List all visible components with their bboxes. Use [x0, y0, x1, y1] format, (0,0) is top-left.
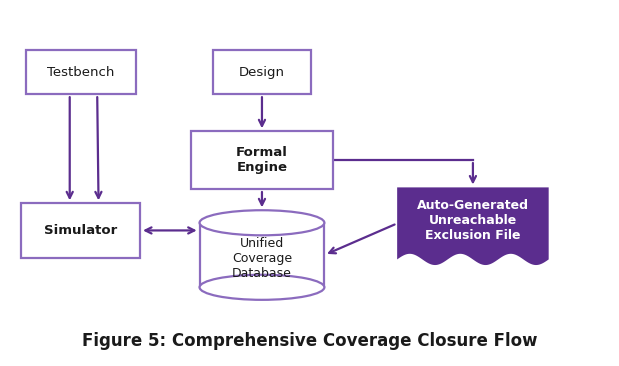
FancyBboxPatch shape [213, 51, 311, 94]
Ellipse shape [199, 210, 324, 235]
FancyBboxPatch shape [26, 51, 136, 94]
PathPatch shape [397, 187, 548, 265]
Text: Auto-Generated
Unreachable
Exclusion File: Auto-Generated Unreachable Exclusion Fil… [417, 199, 529, 242]
Ellipse shape [199, 210, 324, 235]
FancyBboxPatch shape [191, 131, 333, 189]
Text: Design: Design [239, 66, 285, 79]
Text: Unified
Coverage
Database: Unified Coverage Database [232, 237, 292, 280]
Ellipse shape [199, 275, 324, 300]
Text: Formal
Engine: Formal Engine [236, 146, 288, 174]
FancyBboxPatch shape [21, 203, 140, 258]
Bar [199, 223, 324, 287]
Text: Simulator: Simulator [44, 224, 118, 237]
Text: Figure 5: Comprehensive Coverage Closure Flow: Figure 5: Comprehensive Coverage Closure… [82, 332, 537, 350]
Text: Testbench: Testbench [47, 66, 115, 79]
